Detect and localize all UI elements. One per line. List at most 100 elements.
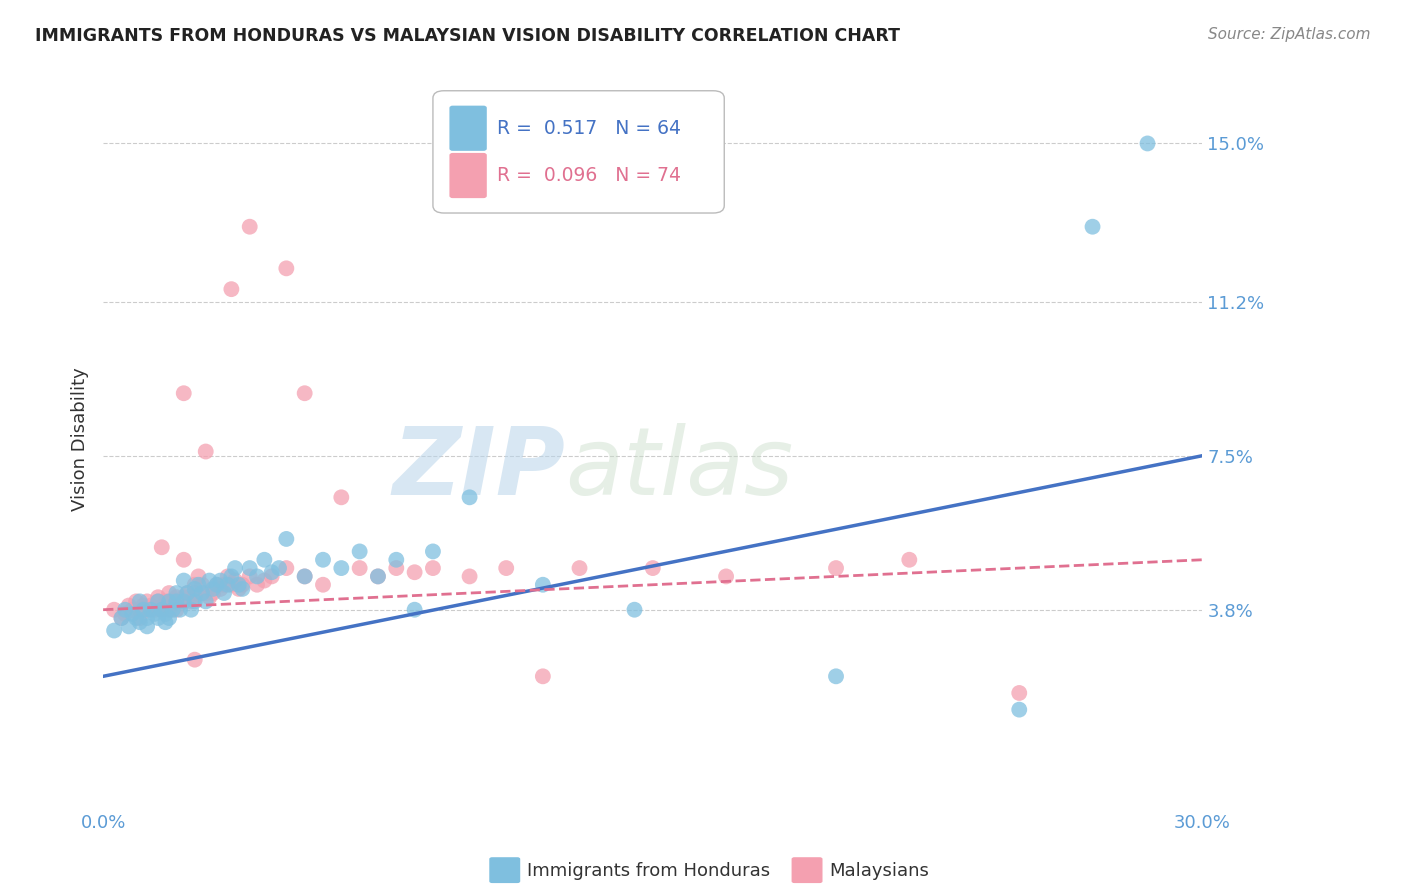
Point	[246, 569, 269, 583]
Point	[312, 578, 335, 592]
Text: atlas: atlas	[565, 423, 793, 514]
Point	[349, 561, 371, 575]
Point	[191, 578, 214, 592]
Point	[568, 561, 591, 575]
Point	[294, 569, 316, 583]
Point	[294, 569, 316, 583]
Point	[173, 553, 195, 567]
Point	[217, 578, 239, 592]
Point	[349, 544, 371, 558]
Point	[422, 561, 444, 575]
Point	[157, 594, 180, 608]
Point	[276, 261, 298, 276]
Point	[128, 615, 150, 630]
Point	[714, 569, 737, 583]
Point	[155, 599, 177, 613]
Point	[239, 569, 262, 583]
Point	[173, 574, 195, 588]
Text: IMMIGRANTS FROM HONDURAS VS MALAYSIAN VISION DISABILITY CORRELATION CHART: IMMIGRANTS FROM HONDURAS VS MALAYSIAN VI…	[35, 27, 900, 45]
Point	[267, 561, 290, 575]
Point	[260, 569, 283, 583]
Point	[118, 599, 141, 613]
Point	[276, 561, 298, 575]
Point	[176, 586, 198, 600]
Point	[221, 282, 243, 296]
Point	[209, 574, 232, 588]
Point	[825, 669, 848, 683]
Point	[209, 582, 232, 596]
Point	[221, 569, 243, 583]
Point	[165, 594, 187, 608]
Point	[125, 611, 148, 625]
Text: ZIP: ZIP	[392, 423, 565, 515]
FancyBboxPatch shape	[450, 153, 486, 198]
Point	[404, 603, 426, 617]
Point	[1136, 136, 1159, 151]
Point	[385, 561, 408, 575]
Point	[825, 561, 848, 575]
Point	[260, 566, 283, 580]
Point	[1008, 686, 1031, 700]
Point	[146, 594, 169, 608]
Point	[231, 578, 253, 592]
Point	[205, 578, 228, 592]
Point	[150, 603, 173, 617]
Point	[162, 594, 184, 608]
Point	[312, 553, 335, 567]
Text: Immigrants from Honduras: Immigrants from Honduras	[527, 862, 770, 880]
Point	[103, 603, 125, 617]
Point	[169, 594, 191, 608]
Point	[169, 603, 191, 617]
FancyBboxPatch shape	[450, 105, 486, 151]
Y-axis label: Vision Disability: Vision Disability	[72, 368, 89, 511]
Point	[212, 586, 235, 600]
Point	[294, 386, 316, 401]
Point	[157, 603, 180, 617]
Point	[531, 669, 554, 683]
Point	[228, 578, 250, 592]
Point	[187, 569, 209, 583]
Point	[458, 569, 481, 583]
Point	[1081, 219, 1104, 234]
Point	[253, 553, 276, 567]
Point	[114, 607, 136, 621]
Point	[221, 578, 243, 592]
Point	[239, 219, 262, 234]
Point	[194, 444, 217, 458]
Point	[150, 603, 173, 617]
Text: Source: ZipAtlas.com: Source: ZipAtlas.com	[1208, 27, 1371, 42]
Point	[205, 578, 228, 592]
Point	[198, 574, 221, 588]
Point	[132, 599, 155, 613]
Point	[176, 586, 198, 600]
Point	[146, 594, 169, 608]
Point	[224, 574, 246, 588]
Point	[121, 603, 143, 617]
Point	[495, 561, 517, 575]
Point	[422, 544, 444, 558]
Point	[173, 591, 195, 605]
Point	[173, 386, 195, 401]
Point	[330, 561, 353, 575]
Point	[641, 561, 664, 575]
Point	[128, 594, 150, 608]
Point	[128, 603, 150, 617]
Point	[180, 594, 202, 608]
Point	[367, 569, 389, 583]
Point	[217, 569, 239, 583]
Point	[224, 561, 246, 575]
Point	[184, 594, 207, 608]
Point	[110, 611, 132, 625]
Point	[253, 574, 276, 588]
Point	[202, 582, 225, 596]
Point	[146, 611, 169, 625]
Point	[531, 578, 554, 592]
Point	[139, 599, 162, 613]
Point	[125, 594, 148, 608]
Point	[212, 578, 235, 592]
Point	[143, 607, 166, 621]
Text: R =  0.096   N = 74: R = 0.096 N = 74	[496, 166, 681, 185]
Point	[136, 594, 159, 608]
Point	[202, 586, 225, 600]
Point	[155, 615, 177, 630]
